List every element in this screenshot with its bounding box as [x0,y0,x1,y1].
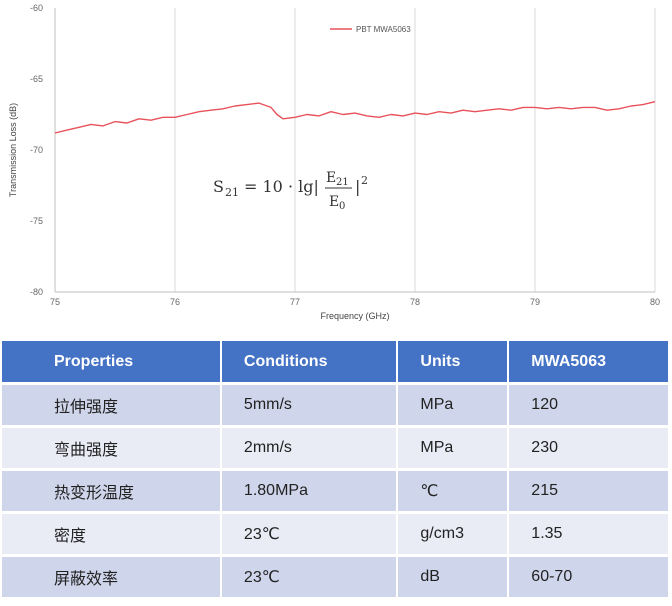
formula-lhs: S [213,177,224,196]
cell-property: 拉伸强度 [2,385,222,425]
x-tick-label: 80 [650,297,660,307]
axis-layer: 75 76 77 78 79 80 -60 -65 -70 -75 -80 [30,3,660,307]
cell-property: 热变形温度 [2,471,222,511]
series-line [54,101,656,134]
formula: S 21 = 10 · lg| E 21 E 0 | 2 [213,170,368,212]
x-axis-label: Frequency (GHz) [320,311,389,321]
table-row: 热变形温度 1.80MPa ℃ 215 [2,471,668,511]
header-units: Units [398,341,510,382]
y-tick-label: -70 [30,145,43,155]
properties-table: Properties Conditions Units MWA5063 拉伸强度… [2,338,668,600]
cell-value: 120 [509,385,668,425]
legend-label: PBT MWA5063 [356,25,411,34]
cell-unit: g/cm3 [398,514,510,554]
formula-denominator: E [329,194,339,210]
cell-condition: 23℃ [221,557,399,597]
cell-unit: MPa [398,428,510,468]
table-row: 弯曲强度 2mm/s MPa 230 [2,428,668,468]
x-tick-label: 78 [410,297,420,307]
y-tick-label: -65 [30,74,43,84]
chart-svg: 75 76 77 78 79 80 -60 -65 -70 -75 -80 Transmission… [0,0,672,330]
header-properties: Properties [2,341,222,382]
cell-unit: MPa [398,385,510,425]
table-header-row: Properties Conditions Units MWA5063 [2,341,668,382]
formula-exponent: 2 [361,174,368,187]
header-mwa5063: MWA5063 [509,341,668,382]
formula-numerator-sub: 21 [336,177,349,188]
cell-property: 密度 [2,514,222,554]
cell-unit: dB [398,557,510,597]
cell-condition: 2mm/s [221,428,399,468]
cell-condition: 23℃ [221,514,399,554]
formula-numerator: E [326,170,336,186]
formula-denominator-sub: 0 [339,201,345,212]
cell-condition: 1.80MPa [221,471,399,511]
table-row: 拉伸强度 5mm/s MPa 120 [2,385,668,425]
x-tick-label: 76 [170,297,180,307]
cell-property: 屏蔽效率 [2,557,222,597]
x-tick-label: 77 [290,297,300,307]
cell-property: 弯曲强度 [2,428,222,468]
table-row: 密度 23℃ g/cm3 1.35 [2,514,668,554]
x-tick-label: 79 [530,297,540,307]
cell-value: 60-70 [509,557,668,597]
x-tick-label: 75 [50,297,60,307]
formula-tail: | [355,177,360,196]
cell-value: 230 [509,428,668,468]
cell-unit: ℃ [398,471,510,511]
y-tick-label: -80 [30,287,43,297]
chart-background [0,0,672,330]
y-tick-label: -75 [30,216,43,226]
series-layer [54,101,656,134]
table-row: 屏蔽效率 23℃ dB 60-70 [2,557,668,597]
cell-condition: 5mm/s [221,385,399,425]
y-axis-label: Transmission Loss (dB) [8,103,18,197]
cell-value: 1.35 [509,514,668,554]
transmission-loss-chart: 75 76 77 78 79 80 -60 -65 -70 -75 -80 Transmission… [0,0,672,330]
formula-lhs-sub: 21 [225,186,239,199]
legend: PBT MWA5063 [330,25,411,34]
header-conditions: Conditions [221,341,399,382]
cell-value: 215 [509,471,668,511]
formula-middle: = 10 · lg| [244,177,319,196]
y-tick-label: -60 [30,3,43,13]
